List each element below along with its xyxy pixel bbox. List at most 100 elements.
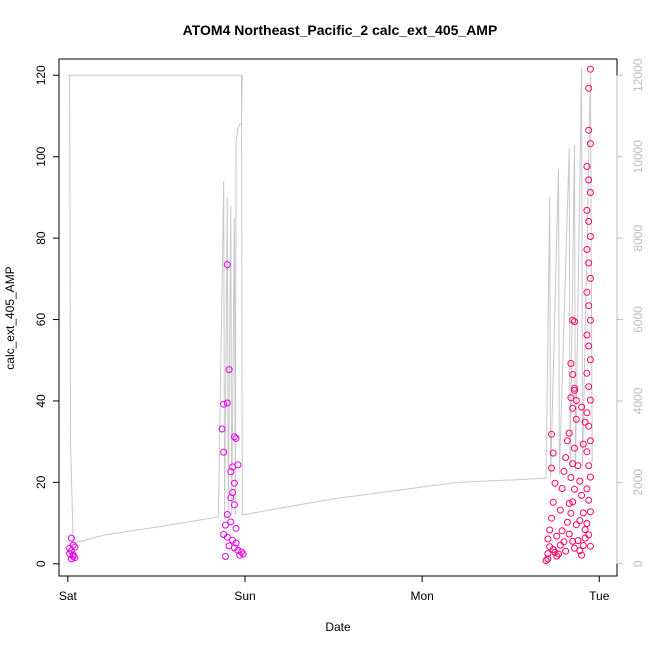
- data-point: [572, 415, 580, 423]
- data-point: [230, 479, 238, 487]
- data-point: [236, 551, 244, 559]
- data-point: [562, 454, 570, 461]
- data-point: [230, 433, 238, 441]
- data-point: [583, 409, 591, 417]
- data-point: [67, 555, 75, 563]
- data-point: [586, 233, 594, 240]
- data-point: [232, 539, 240, 547]
- y-tick-label: 120: [34, 65, 48, 85]
- data-point: [560, 538, 568, 546]
- data-point: [544, 550, 552, 558]
- data-point: [574, 462, 582, 470]
- secondary-y-tick-label: 12000: [631, 58, 645, 92]
- data-point: [567, 394, 575, 402]
- data-point: [585, 176, 593, 184]
- x-tick-label: Mon: [410, 589, 433, 603]
- data-point: [581, 534, 589, 542]
- data-point: [574, 537, 582, 545]
- data-point: [69, 541, 77, 549]
- data-point: [223, 399, 231, 407]
- data-point: [569, 404, 577, 412]
- data-point: [571, 485, 578, 493]
- secondary-series-line: [67, 67, 593, 545]
- secondary-y-tick-label: 10000: [631, 140, 645, 174]
- secondary-y-tick-label: 4000: [631, 387, 645, 414]
- secondary-y-axis: 0 2000 4000 6000 8000 10000 12000: [616, 58, 645, 567]
- data-point: [223, 261, 231, 269]
- data-point: [542, 557, 550, 564]
- y-tick-label: 80: [34, 231, 48, 245]
- secondary-y-tick-label: 0: [631, 560, 645, 567]
- data-point: [576, 517, 584, 525]
- x-tick-label: Sun: [234, 589, 255, 603]
- data-point: [571, 384, 578, 392]
- y-tick-label: 100: [34, 146, 48, 166]
- data-point: [222, 521, 229, 529]
- data-point: [558, 527, 566, 535]
- data-point: [563, 437, 571, 445]
- data-point: [229, 489, 237, 496]
- data-point: [549, 449, 557, 457]
- data-point: [586, 140, 594, 148]
- secondary-series-layer: [67, 67, 593, 545]
- data-point: [544, 535, 552, 543]
- data-point: [71, 554, 79, 562]
- data-point: [583, 331, 591, 339]
- data-point: [581, 418, 589, 426]
- y-axis: 0 20 40 60 80 100 120: [34, 65, 60, 567]
- data-point: [222, 553, 229, 560]
- data-point: [546, 526, 554, 534]
- data-point: [579, 440, 587, 448]
- data-point: [563, 518, 571, 526]
- data-point: [544, 555, 552, 563]
- data-point: [230, 501, 238, 509]
- data-point: [569, 498, 577, 506]
- secondary-y-tick-label: 2000: [631, 469, 645, 496]
- data-point: [225, 366, 233, 374]
- data-point: [551, 548, 559, 556]
- data-point: [583, 246, 591, 253]
- data-point: [583, 520, 591, 527]
- data-point: [585, 496, 593, 504]
- data-point: [578, 551, 586, 559]
- data-point: [569, 316, 577, 324]
- data-point: [558, 485, 566, 492]
- data-point: [232, 434, 240, 442]
- data-point: [583, 448, 591, 456]
- data-point: [586, 508, 594, 516]
- data-point: [586, 356, 594, 364]
- data-point: [565, 500, 573, 507]
- data-point: [551, 479, 559, 487]
- data-point: [571, 386, 578, 394]
- y-tick-label: 60: [34, 313, 48, 327]
- data-point: [218, 425, 226, 433]
- y-tick-label: 0: [34, 560, 48, 567]
- data-point: [569, 537, 577, 545]
- data-point: [562, 547, 570, 555]
- data-point: [586, 274, 594, 282]
- secondary-y-tick-label: 6000: [631, 306, 645, 333]
- data-point: [560, 467, 568, 475]
- data-point: [234, 546, 242, 554]
- data-point: [232, 524, 240, 532]
- data-point: [578, 491, 586, 499]
- data-point: [567, 474, 575, 481]
- secondary-y-tick-label: 8000: [631, 224, 645, 251]
- y-tick-label: 20: [34, 475, 48, 489]
- data-point: [71, 543, 79, 551]
- data-point: [586, 437, 594, 445]
- x-tick-label: Tue: [589, 589, 610, 603]
- points-layer: [66, 65, 594, 564]
- data-point: [227, 468, 235, 476]
- data-point: [586, 65, 594, 73]
- chart-title: ATOM4 Northeast_Pacific_2 calc_ext_405_A…: [183, 22, 498, 38]
- y-tick-label: 40: [34, 394, 48, 408]
- data-point: [234, 461, 242, 469]
- data-point: [581, 526, 589, 534]
- data-point: [67, 534, 75, 542]
- data-point: [548, 430, 555, 438]
- data-point: [586, 473, 594, 481]
- data-point: [586, 396, 594, 404]
- data-point: [223, 511, 231, 518]
- data-point: [583, 369, 591, 377]
